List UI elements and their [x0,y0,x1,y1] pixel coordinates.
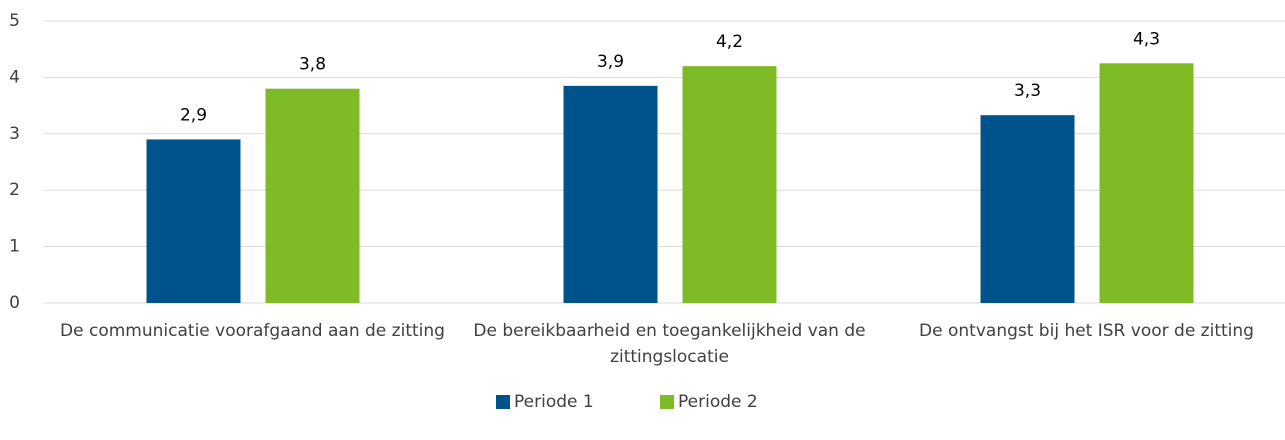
legend-swatch [496,395,510,409]
legend-swatch [660,395,674,409]
legend-item: Periode 1 [496,392,594,412]
bar [146,139,241,303]
legend-item: Periode 2 [660,392,758,412]
legend-label: Periode 1 [514,392,594,412]
data-label: 3,9 [597,52,624,72]
legend-label: Periode 2 [678,392,758,412]
y-tick-label: 1 [9,237,20,257]
x-tick-label: De bereikbaarheid en toegankelijkheid va… [473,321,866,367]
bar [980,115,1075,303]
y-tick-label: 0 [9,293,20,313]
data-label: 3,8 [299,55,326,75]
y-tick-label: 2 [9,180,20,200]
x-tick-label: De communicatie voorafgaand aan de zitti… [60,321,445,341]
bar [563,85,658,303]
bar [1099,63,1194,303]
data-label: 3,3 [1014,81,1041,101]
bar [265,88,360,304]
y-tick-label: 4 [9,67,20,87]
data-label: 4,2 [716,32,743,52]
data-label: 2,9 [180,105,207,125]
x-tick-label: De ontvangst bij het ISR voor de zitting [919,321,1254,341]
bar [682,66,777,304]
y-tick-label: 3 [9,124,20,144]
y-tick-label: 5 [9,11,20,31]
data-label: 4,3 [1133,29,1160,49]
